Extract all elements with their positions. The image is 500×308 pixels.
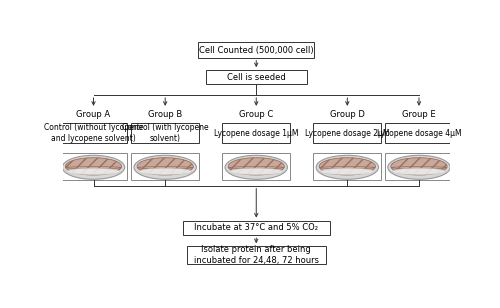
FancyBboxPatch shape — [206, 70, 306, 84]
FancyBboxPatch shape — [385, 123, 453, 144]
Text: Group C: Group C — [239, 110, 274, 119]
FancyBboxPatch shape — [182, 221, 330, 235]
FancyBboxPatch shape — [314, 152, 381, 180]
Text: Lycopene dosage 4μM: Lycopene dosage 4μM — [376, 128, 462, 137]
Ellipse shape — [225, 155, 288, 179]
Ellipse shape — [319, 158, 376, 175]
Text: Lycopene dosage 2μM: Lycopene dosage 2μM — [305, 128, 390, 137]
Ellipse shape — [388, 155, 450, 179]
Ellipse shape — [392, 168, 446, 175]
FancyBboxPatch shape — [132, 123, 199, 144]
Ellipse shape — [134, 155, 196, 179]
Text: Lycopene dosage 1μM: Lycopene dosage 1μM — [214, 128, 298, 137]
Text: Group A: Group A — [76, 110, 110, 119]
Ellipse shape — [66, 158, 122, 175]
Ellipse shape — [316, 155, 378, 179]
Ellipse shape — [62, 155, 124, 179]
Text: Cell is seeded: Cell is seeded — [227, 73, 286, 82]
FancyBboxPatch shape — [314, 123, 381, 144]
Ellipse shape — [230, 168, 283, 175]
Text: Control (without lycopene
and lycopene solvent): Control (without lycopene and lycopene s… — [44, 123, 143, 143]
Text: Group E: Group E — [402, 110, 436, 119]
Text: Group D: Group D — [330, 110, 365, 119]
FancyBboxPatch shape — [222, 152, 290, 180]
Text: Incubate at 37°C and 5% CO₂: Incubate at 37°C and 5% CO₂ — [194, 223, 318, 232]
Text: Control (with lycopene
solvent): Control (with lycopene solvent) — [122, 123, 208, 143]
Text: Cell Counted (500,000 cell): Cell Counted (500,000 cell) — [199, 46, 314, 55]
Ellipse shape — [391, 158, 447, 175]
Ellipse shape — [228, 158, 284, 175]
Text: Group B: Group B — [148, 110, 182, 119]
FancyBboxPatch shape — [132, 152, 199, 180]
FancyBboxPatch shape — [222, 123, 290, 144]
Ellipse shape — [138, 168, 192, 175]
FancyBboxPatch shape — [60, 152, 128, 180]
FancyBboxPatch shape — [186, 246, 326, 264]
Ellipse shape — [137, 158, 194, 175]
FancyBboxPatch shape — [60, 123, 128, 144]
FancyBboxPatch shape — [198, 42, 314, 58]
FancyBboxPatch shape — [385, 152, 453, 180]
Ellipse shape — [321, 168, 374, 175]
Text: Isolate protein after being
incubated for 24,48, 72 hours: Isolate protein after being incubated fo… — [194, 245, 319, 265]
Ellipse shape — [67, 168, 120, 175]
